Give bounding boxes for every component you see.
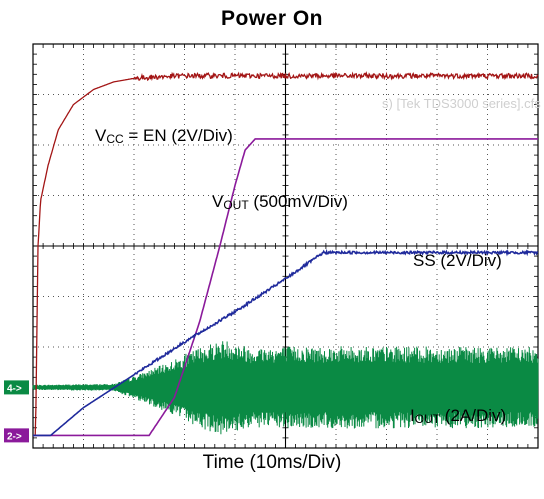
trace-vout — [33, 138, 538, 437]
traces — [32, 71, 539, 437]
trace-label-rest: (500mV/Div) — [249, 192, 348, 211]
trace-label: SS (2V/Div) — [413, 251, 502, 270]
trace-label-sub: CC — [106, 132, 124, 146]
channel-marker-box — [4, 380, 29, 395]
trace-label: VOUT (500mV/Div) — [212, 192, 348, 212]
trace-label-main: V — [212, 192, 224, 211]
channel-marker-label: 2-> — [7, 431, 22, 442]
trace-iout — [32, 341, 539, 435]
trace-labels: VCC = EN (2V/Div)VOUT (500mV/Div)SS (2V/… — [95, 126, 506, 426]
channel-markers: 4-> 2-> — [4, 380, 29, 443]
trace-label-main: SS (2V/Div) — [413, 251, 502, 270]
trace-ss — [33, 248, 539, 437]
channel-marker-box — [4, 428, 29, 443]
chart-title: Power On — [220, 7, 324, 30]
trace-label-sub: OUT — [415, 412, 441, 426]
channel-marker-label: 4-> — [7, 383, 22, 394]
channel-marker: 2-> — [4, 428, 29, 443]
trace-label: IOUT (2A/Div) — [410, 406, 506, 426]
trace-vcc — [33, 71, 539, 437]
trace-label-main: V — [95, 126, 107, 145]
trace-label-main: I — [410, 406, 415, 425]
background-filename-text: s) [Tek TDS3000 series].cfs — [382, 96, 541, 111]
trace-label-sub: OUT — [223, 198, 249, 212]
trace-label: VCC = EN (2V/Div) — [95, 126, 233, 146]
x-axis-label: Time (10ms/Div) — [202, 452, 342, 473]
channel-marker: 4-> — [4, 380, 29, 395]
trace-label-rest: (2A/Div) — [440, 406, 506, 425]
trace-label-rest: = EN (2V/Div) — [124, 126, 233, 145]
